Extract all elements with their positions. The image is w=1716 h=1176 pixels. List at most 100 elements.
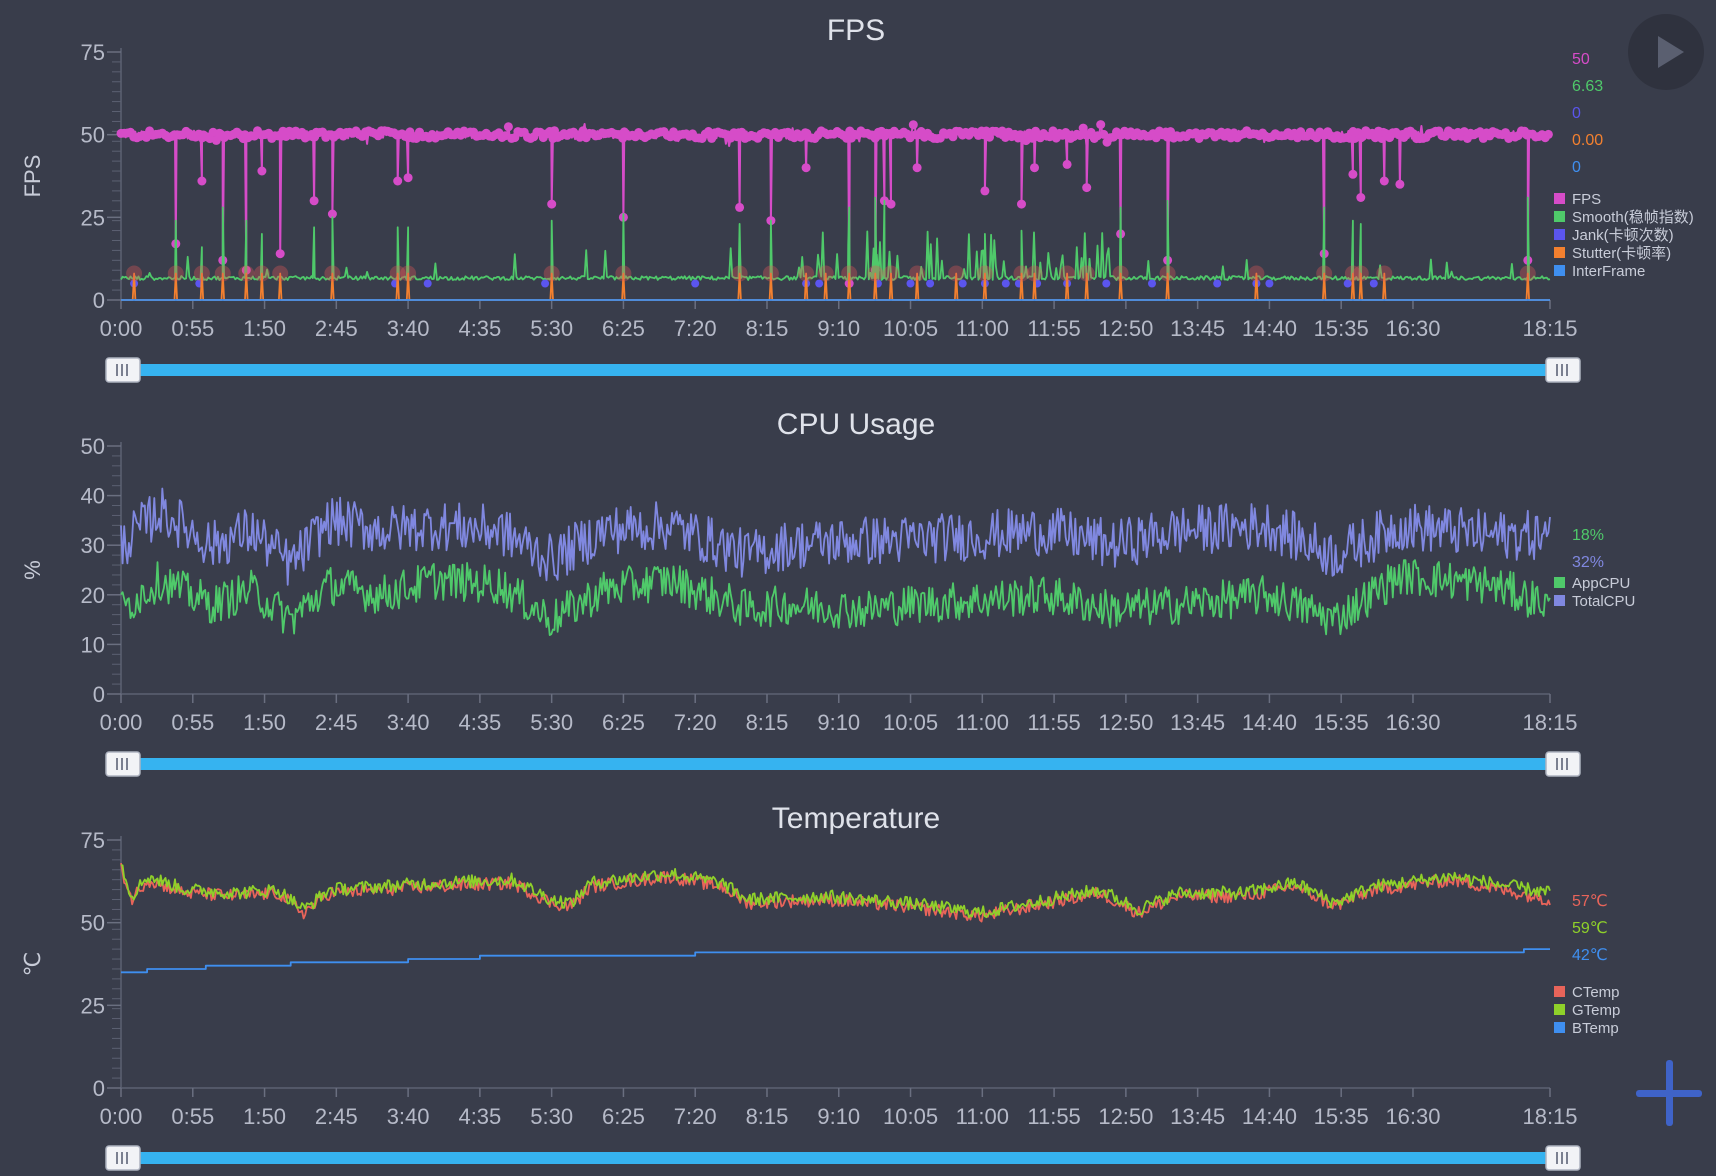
legend-entry[interactable]: CTemp	[1572, 984, 1620, 1001]
x-tick-label: 2:45	[315, 1104, 358, 1129]
range-slider-track[interactable]	[138, 758, 1550, 770]
series-AppCPU	[120, 559, 1551, 636]
series-line	[120, 487, 1551, 586]
play-icon	[1658, 36, 1684, 68]
stutter-point	[1519, 265, 1536, 282]
stutter-point	[1159, 265, 1176, 282]
x-tick-label: 16:30	[1385, 710, 1440, 735]
x-tick-label: 18:15	[1522, 710, 1577, 735]
current-value: 0	[1572, 105, 1581, 122]
x-tick-label: 0:55	[171, 316, 214, 341]
data-point	[1543, 129, 1553, 139]
stutter-point	[976, 265, 993, 282]
data-point	[1096, 120, 1106, 130]
data-point	[393, 176, 403, 186]
x-tick-label: 1:50	[243, 1104, 286, 1129]
x-tick-label: 7:20	[674, 710, 717, 735]
stutter-point	[1013, 265, 1030, 282]
stutter-point	[731, 265, 748, 282]
y-tick-label: 75	[81, 40, 105, 65]
jank-point	[541, 279, 550, 288]
range-slider[interactable]	[105, 751, 1581, 777]
data-point	[735, 202, 745, 212]
x-tick-label: 0:00	[100, 710, 143, 735]
x-tick-label: 5:30	[530, 710, 573, 735]
legend-entry[interactable]: AppCPU	[1572, 575, 1630, 592]
y-axis-label: FPS	[20, 155, 45, 198]
x-tick-label: 8:15	[746, 1104, 789, 1129]
x-tick-label: 12:50	[1098, 710, 1153, 735]
x-tick-label: 6:25	[602, 1104, 645, 1129]
legend-entry[interactable]: BTemp	[1572, 1020, 1619, 1037]
series-Smooth(稳帧指数)	[120, 196, 1551, 281]
stutter-point	[167, 265, 184, 282]
range-slider-handle-right[interactable]	[1545, 751, 1581, 777]
data-point	[1356, 193, 1366, 202]
legend-entry[interactable]: InterFrame	[1572, 263, 1645, 280]
add-button[interactable]	[1636, 1060, 1702, 1126]
stutter-point	[867, 265, 884, 282]
legend-entry[interactable]: Jank(卡顿次数)	[1572, 227, 1674, 244]
legend-entry[interactable]: GTemp	[1572, 1002, 1620, 1019]
stutter-point	[817, 265, 834, 282]
x-tick-label: 8:15	[746, 316, 789, 341]
data-point	[275, 249, 285, 259]
data-point	[1030, 163, 1039, 173]
series-GTemp	[120, 864, 1551, 919]
jank-point	[906, 279, 915, 288]
range-slider-handle-right[interactable]	[1545, 357, 1581, 383]
current-value: 59℃	[1572, 920, 1608, 937]
jank-point	[1369, 279, 1378, 288]
stutter-point	[400, 265, 417, 282]
range-slider-handle-left[interactable]	[105, 751, 141, 777]
x-tick-label: 0:55	[171, 1104, 214, 1129]
jank-point	[423, 279, 432, 288]
x-tick-label: 11:00	[956, 710, 1009, 735]
series-line	[120, 123, 1551, 285]
x-tick-label: 8:15	[746, 710, 789, 735]
stutter-point	[762, 265, 779, 282]
jank-point	[1102, 279, 1111, 288]
range-slider-handle-left[interactable]	[105, 1145, 141, 1171]
range-slider-track[interactable]	[138, 364, 1550, 376]
stutter-point	[1078, 265, 1095, 282]
range-slider[interactable]	[105, 1145, 1581, 1171]
range-slider[interactable]	[105, 357, 1581, 383]
stutter-point	[238, 265, 255, 282]
x-tick-label: 6:25	[602, 710, 645, 735]
jank-point	[1343, 279, 1352, 288]
stutter-point	[909, 265, 926, 282]
y-tick-label: 50	[81, 123, 105, 148]
data-point	[1395, 179, 1405, 189]
current-value: 57℃	[1572, 893, 1608, 910]
x-tick-label: 5:30	[530, 316, 573, 341]
x-tick-label: 11:00	[956, 1104, 1009, 1129]
legend-entry[interactable]: FPS	[1572, 191, 1601, 208]
x-tick-label: 16:30	[1385, 316, 1440, 341]
x-tick-label: 3:40	[387, 710, 430, 735]
range-slider-handle-right[interactable]	[1545, 1145, 1581, 1171]
legend-entry[interactable]: Smooth(稳帧指数)	[1572, 209, 1694, 226]
x-tick-label: 10:05	[883, 710, 938, 735]
chart-fps: FPS FPS 0 25 50 75 0:00 0:55 1:50 2:45 3:40 4:35 5:3…	[20, 14, 1694, 383]
data-point	[327, 209, 337, 219]
data-point	[503, 122, 513, 132]
y-tick-label: 0	[93, 288, 105, 313]
range-slider-handle-left[interactable]	[105, 357, 141, 383]
y-tick-label: 0	[93, 682, 105, 707]
data-point	[197, 176, 207, 186]
x-tick-label: 14:40	[1242, 710, 1297, 735]
range-slider-track[interactable]	[138, 1152, 1550, 1164]
stutter-point	[253, 265, 270, 282]
legend-swatch	[1554, 265, 1565, 276]
x-tick-label: 15:35	[1314, 1104, 1369, 1129]
legend-swatch	[1554, 211, 1565, 222]
legend-entry[interactable]: TotalCPU	[1572, 593, 1635, 610]
play-button[interactable]	[1628, 14, 1704, 90]
x-tick-label: 11:55	[1027, 316, 1080, 341]
stutter-point	[543, 265, 560, 282]
x-tick-label: 13:45	[1170, 316, 1225, 341]
legend-entry[interactable]: Stutter(卡顿率)	[1572, 245, 1671, 262]
stutter-point	[1316, 265, 1333, 282]
x-tick-label: 10:05	[883, 316, 938, 341]
